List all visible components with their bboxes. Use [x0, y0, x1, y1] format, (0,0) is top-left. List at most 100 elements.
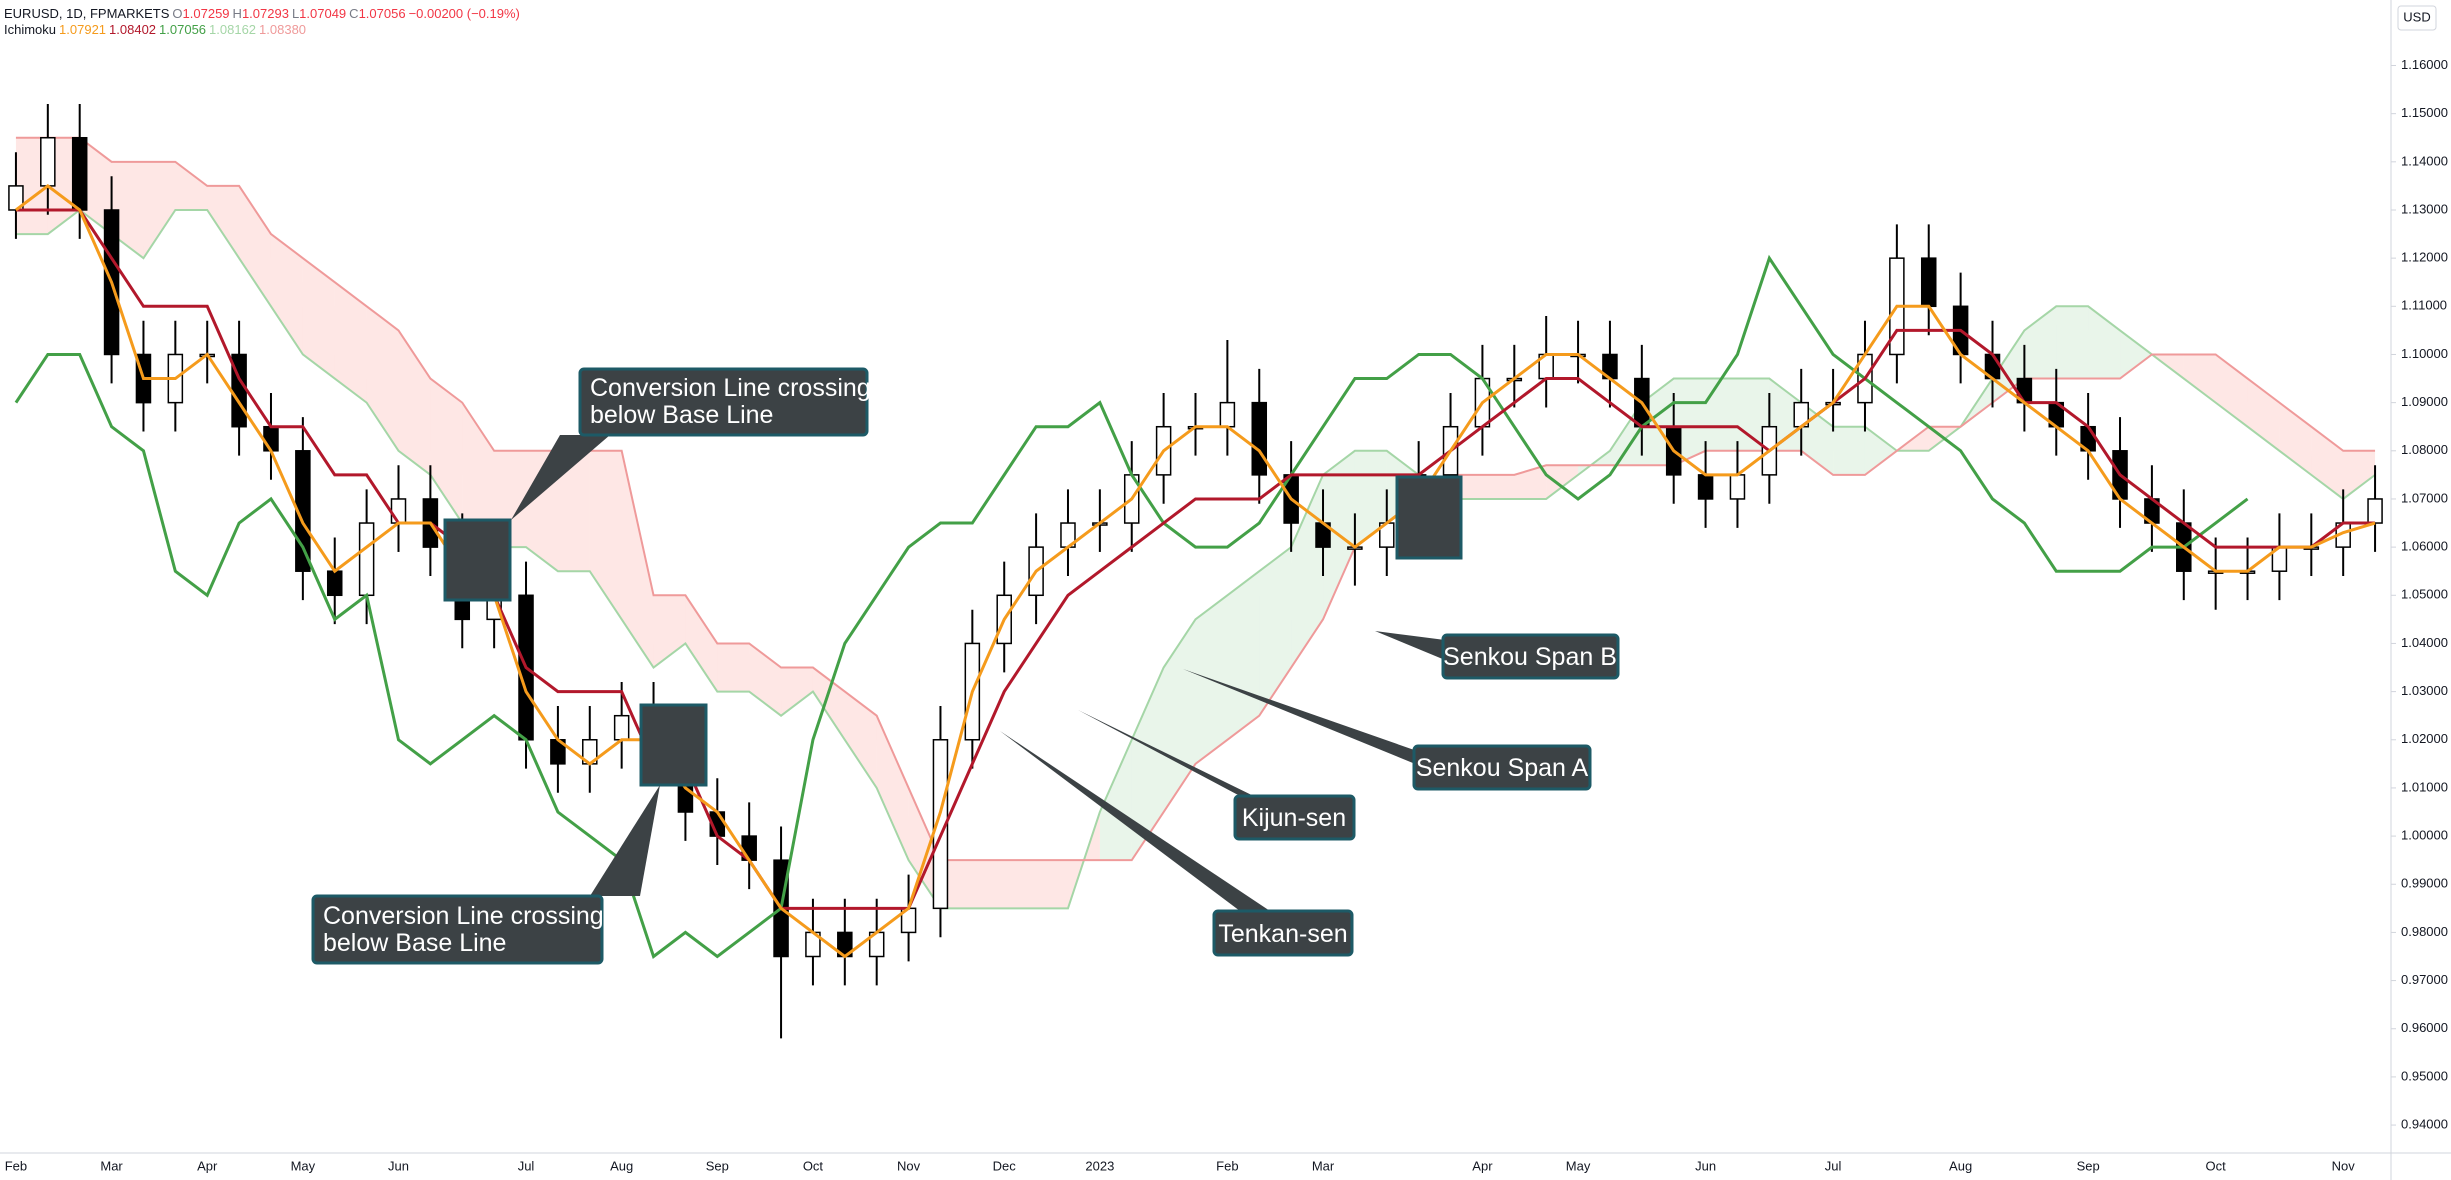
cloud	[430, 378, 463, 524]
cloud	[2120, 330, 2152, 379]
y-tick-label: 1.14000	[2401, 153, 2448, 168]
cloud	[2343, 450, 2376, 499]
candle-body	[263, 425, 279, 452]
y-tick-label: 0.95000	[2401, 1068, 2448, 1083]
cloud	[2215, 354, 2248, 427]
y-tick-label: 1.07000	[2401, 490, 2448, 505]
y-tick-label: 1.01000	[2401, 779, 2448, 794]
indicator-line: Ichimoku 1.07921 1.08402 1.07056 1.08162 1.08…	[4, 22, 523, 38]
x-tick-label: 2023	[1085, 1158, 1114, 1173]
x-tick-label: Nov	[2332, 1158, 2356, 1173]
x-tick-label: Jul	[518, 1158, 535, 1173]
quote-change: −0.00200 (−0.19%)	[408, 6, 520, 21]
cloud	[334, 282, 367, 403]
cloud	[557, 450, 590, 572]
annotations: Conversion Line crossing below Base Line…	[311, 367, 1620, 965]
indicator-line	[15, 136, 2376, 862]
cloud	[1609, 402, 1642, 466]
series-label: Kijun-sen	[1242, 804, 1346, 832]
quote-label: H	[232, 6, 242, 21]
cloud	[2183, 354, 2216, 403]
cloud	[876, 715, 909, 861]
cloud	[1546, 465, 1579, 499]
cloud	[1259, 547, 1292, 716]
y-tick-label: 1.00000	[2401, 828, 2448, 843]
callout-pointer	[511, 435, 610, 520]
x-tick-label: Oct	[803, 1158, 824, 1173]
y-tick-label: 1.11000	[2401, 298, 2447, 313]
y-tick-label: 1.08000	[2401, 442, 2448, 457]
cloud	[2279, 402, 2312, 475]
cloud	[2056, 306, 2089, 379]
cloud	[207, 185, 240, 259]
cloud	[239, 185, 271, 307]
callout-box	[578, 367, 869, 437]
cloud	[621, 450, 654, 668]
candle-body	[2367, 498, 2383, 524]
candle-body	[1920, 257, 1937, 308]
y-tick-label: 1.09000	[2401, 394, 2448, 409]
indicator-value: 1.08162	[209, 22, 257, 37]
cloud	[1163, 619, 1196, 813]
cloud	[685, 595, 718, 692]
symbol: EURUSD, 1D, FPMARKETS	[4, 6, 170, 21]
cloud	[1514, 465, 1547, 499]
y-tick-label: 1.13000	[2401, 201, 2448, 216]
highlight-box	[1395, 475, 1463, 560]
x-tick-label: Aug	[1949, 1158, 1972, 1173]
cloud	[1227, 571, 1260, 740]
y-tick-label: 0.94000	[2401, 1117, 2448, 1132]
cloud	[1291, 474, 1324, 668]
cloud	[1864, 426, 1897, 475]
cloud	[1131, 667, 1164, 861]
candle-body	[326, 570, 343, 597]
currency-box	[2397, 5, 2437, 31]
x-tick-label: Apr	[1472, 1158, 1493, 1173]
candle-body	[1219, 401, 1236, 428]
callout-text: below Base Line	[590, 401, 773, 429]
x-tick-label: Mar	[100, 1158, 123, 1173]
candle-body	[390, 498, 407, 524]
candle-body	[40, 136, 56, 187]
cloud	[302, 258, 335, 379]
cloud	[175, 161, 208, 210]
cloud	[717, 643, 750, 692]
indicator-line	[15, 184, 2376, 959]
currency: USD	[2403, 9, 2430, 24]
x-tick-label: Aug	[610, 1158, 633, 1173]
candle-body	[932, 739, 949, 910]
y-tick-label: 1.02000	[2401, 731, 2448, 746]
y-tick-label: 0.99000	[2401, 876, 2448, 891]
callout-pointer	[1078, 710, 1270, 804]
callout-text: Conversion Line crossing	[590, 374, 871, 402]
cloud	[1482, 474, 1515, 499]
x-tick-label: Sep	[706, 1158, 729, 1173]
cloud	[940, 860, 973, 909]
callout-pointer	[590, 785, 660, 896]
quote-value: 1.07056	[358, 6, 406, 21]
x-tick-label: Feb	[5, 1158, 27, 1173]
cloud	[462, 402, 495, 548]
quote-line: EURUSD, 1D, FPMARKETS O1.07259 H1.07293 L1.…	[4, 6, 523, 22]
candle-body	[613, 714, 630, 741]
cloud	[1641, 378, 1674, 466]
x-tick-label: Jul	[1825, 1158, 1842, 1173]
cloud	[1036, 860, 1068, 909]
y-tick-label: 0.96000	[2401, 1020, 2448, 1035]
candle-body	[358, 522, 375, 597]
callout-box	[311, 894, 604, 965]
y-tick-label: 1.03000	[2401, 683, 2448, 698]
cloud	[270, 234, 303, 355]
y-tick-label: 1.04000	[2401, 635, 2448, 650]
series-label: Tenkan-sen	[1218, 920, 1347, 948]
cloud	[1673, 378, 1706, 466]
cloud	[1705, 378, 1738, 451]
callout-pointer	[1000, 731, 1270, 911]
series-label-box	[1233, 794, 1356, 841]
quote-value: 1.07049	[299, 6, 347, 21]
cloud	[972, 860, 1005, 909]
highlight-box	[443, 518, 512, 602]
y-tick-label: 1.06000	[2401, 539, 2448, 554]
